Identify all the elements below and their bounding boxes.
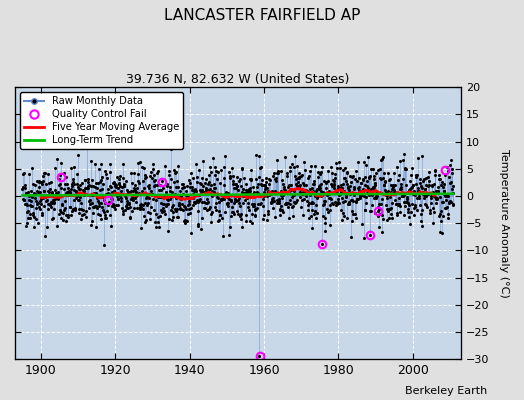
Text: LANCASTER FAIRFIELD AP: LANCASTER FAIRFIELD AP — [164, 8, 360, 23]
Title: 39.736 N, 82.632 W (United States): 39.736 N, 82.632 W (United States) — [126, 73, 350, 86]
Y-axis label: Temperature Anomaly (°C): Temperature Anomaly (°C) — [499, 149, 509, 298]
Legend: Raw Monthly Data, Quality Control Fail, Five Year Moving Average, Long-Term Tren: Raw Monthly Data, Quality Control Fail, … — [20, 92, 183, 149]
Text: Berkeley Earth: Berkeley Earth — [405, 386, 487, 396]
